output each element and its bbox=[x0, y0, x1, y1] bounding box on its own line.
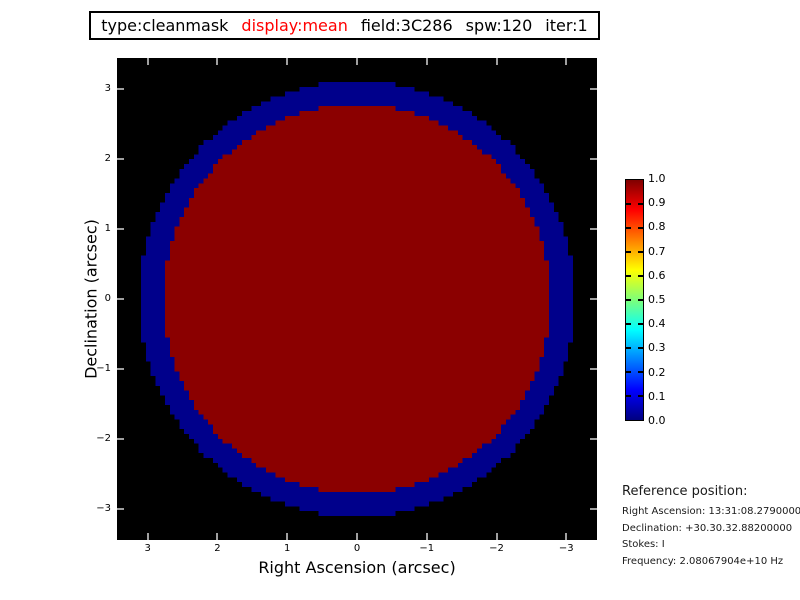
x-tickmark-bottom bbox=[216, 533, 219, 540]
colorbar-tickmark bbox=[638, 251, 643, 253]
colorbar-tickmark bbox=[638, 347, 643, 349]
x-tickmark-top bbox=[565, 58, 568, 65]
y-tick-label: 1 bbox=[104, 223, 111, 235]
colorbar-tick-label: 1.0 bbox=[648, 172, 666, 185]
y-tickmark-left bbox=[117, 88, 124, 91]
colorbar-tick-label: 0.4 bbox=[648, 317, 666, 331]
title-segment: spw:120 bbox=[465, 16, 533, 35]
x-tick-label: −1 bbox=[419, 543, 435, 554]
reference-position-heading: Reference position: bbox=[622, 484, 748, 499]
x-tickmark-top bbox=[356, 58, 358, 65]
y-tickmark-left bbox=[117, 507, 124, 510]
mask-raster-canvas bbox=[117, 58, 597, 540]
colorbar-tickmark bbox=[626, 299, 631, 301]
reference-position-line: Declination: +30.30.32.88200000 bbox=[622, 522, 793, 534]
y-tickmark-right bbox=[590, 437, 597, 440]
y-tick-label: −3 bbox=[96, 502, 111, 514]
x-tickmark-bottom bbox=[146, 533, 149, 540]
y-tickmark-right bbox=[590, 158, 597, 161]
colorbar-tick-label: 0.5 bbox=[648, 293, 666, 306]
colorbar-tickmark bbox=[626, 395, 631, 397]
reference-position-lines: Right Ascension: 13:31:08.27900000 Declin… bbox=[622, 504, 800, 570]
title-segment: type:cleanmask bbox=[101, 16, 229, 35]
x-tickmark-top bbox=[425, 58, 428, 65]
colorbar-tickmark bbox=[626, 323, 631, 325]
y-tick-label: 0 bbox=[104, 293, 111, 304]
y-tickmark-right bbox=[590, 228, 597, 231]
plot-area bbox=[117, 58, 597, 540]
title-segment: field:3C286 bbox=[360, 16, 453, 35]
x-tickmark-top bbox=[286, 58, 289, 65]
x-tickmark-bottom bbox=[286, 533, 289, 540]
x-tick-label: −2 bbox=[489, 543, 504, 554]
x-tickmark-bottom bbox=[356, 533, 358, 540]
colorbar-tickmark bbox=[638, 395, 643, 397]
x-tickmark-bottom bbox=[565, 533, 568, 540]
colorbar-tickmark bbox=[626, 347, 631, 349]
colorbar-tick-label: 0.2 bbox=[648, 365, 666, 379]
colorbar-tickmark bbox=[638, 299, 643, 301]
y-tickmark-right bbox=[590, 298, 597, 300]
y-tick-label: 2 bbox=[104, 153, 111, 165]
colorbar-tickmark bbox=[638, 275, 643, 277]
x-tick-label: 3 bbox=[144, 543, 151, 554]
title-box: type:cleanmask display:mean field:3C286 spw… bbox=[89, 11, 600, 40]
x-tickmark-top bbox=[216, 58, 219, 65]
reference-position-line: Stokes: I bbox=[622, 539, 665, 550]
colorbar-tick-label: 0.0 bbox=[648, 414, 666, 427]
colorbar-tickmark bbox=[626, 227, 631, 229]
y-tickmark-left bbox=[117, 298, 124, 300]
title-segment: display:mean bbox=[241, 16, 348, 35]
colorbar-tick-label: 0.8 bbox=[648, 220, 666, 234]
reference-position-line: Frequency: 2.08067904e+10 Hz bbox=[622, 555, 784, 567]
title-segment: iter:1 bbox=[545, 16, 588, 35]
colorbar-tickmark bbox=[626, 203, 631, 205]
colorbar-tick-label: 0.6 bbox=[648, 268, 666, 282]
colorbar-tickmark bbox=[626, 251, 631, 253]
colorbar-tick-label: 0.7 bbox=[648, 244, 666, 258]
y-tickmark-right bbox=[590, 367, 597, 370]
colorbar-tickmark bbox=[638, 203, 643, 205]
reference-position-line: Right Ascension: 13:31:08.27900000 bbox=[622, 506, 800, 517]
y-tickmark-left bbox=[117, 228, 124, 231]
y-tickmark-left bbox=[117, 367, 124, 370]
x-tickmark-top bbox=[146, 58, 149, 65]
y-tick-label: 3 bbox=[104, 83, 111, 95]
x-axis-label: Right Ascension (arcsec) bbox=[258, 558, 456, 577]
colorbar-tickmark bbox=[638, 323, 643, 325]
x-tickmark-bottom bbox=[495, 533, 498, 540]
colorbar-tickmark bbox=[638, 227, 643, 229]
colorbar-tick-label: 0.1 bbox=[648, 389, 666, 403]
y-tickmark-left bbox=[117, 158, 124, 161]
x-tick-label: 0 bbox=[353, 543, 361, 554]
colorbar bbox=[625, 179, 644, 421]
colorbar-tickmark bbox=[626, 371, 631, 373]
colorbar-tick-label: 0.9 bbox=[648, 196, 666, 210]
colorbar-tickmark bbox=[626, 275, 631, 277]
x-tick-label: −3 bbox=[558, 543, 574, 554]
colorbar-gradient bbox=[626, 180, 643, 420]
colorbar-tick-label: 0.3 bbox=[648, 341, 666, 355]
y-tickmark-right bbox=[590, 88, 597, 91]
y-tickmark-left bbox=[117, 437, 124, 440]
colorbar-tickmark bbox=[638, 371, 643, 373]
x-tickmark-bottom bbox=[425, 533, 428, 540]
x-tick-label: 2 bbox=[214, 543, 221, 554]
y-tick-label: −1 bbox=[96, 362, 111, 374]
x-tick-label: 1 bbox=[284, 543, 291, 554]
y-tick-label: −2 bbox=[96, 432, 111, 444]
y-tickmark-right bbox=[590, 507, 597, 510]
x-tickmark-top bbox=[495, 58, 498, 65]
reference-position-block: Reference position: Right Ascension: 13:… bbox=[622, 484, 800, 570]
